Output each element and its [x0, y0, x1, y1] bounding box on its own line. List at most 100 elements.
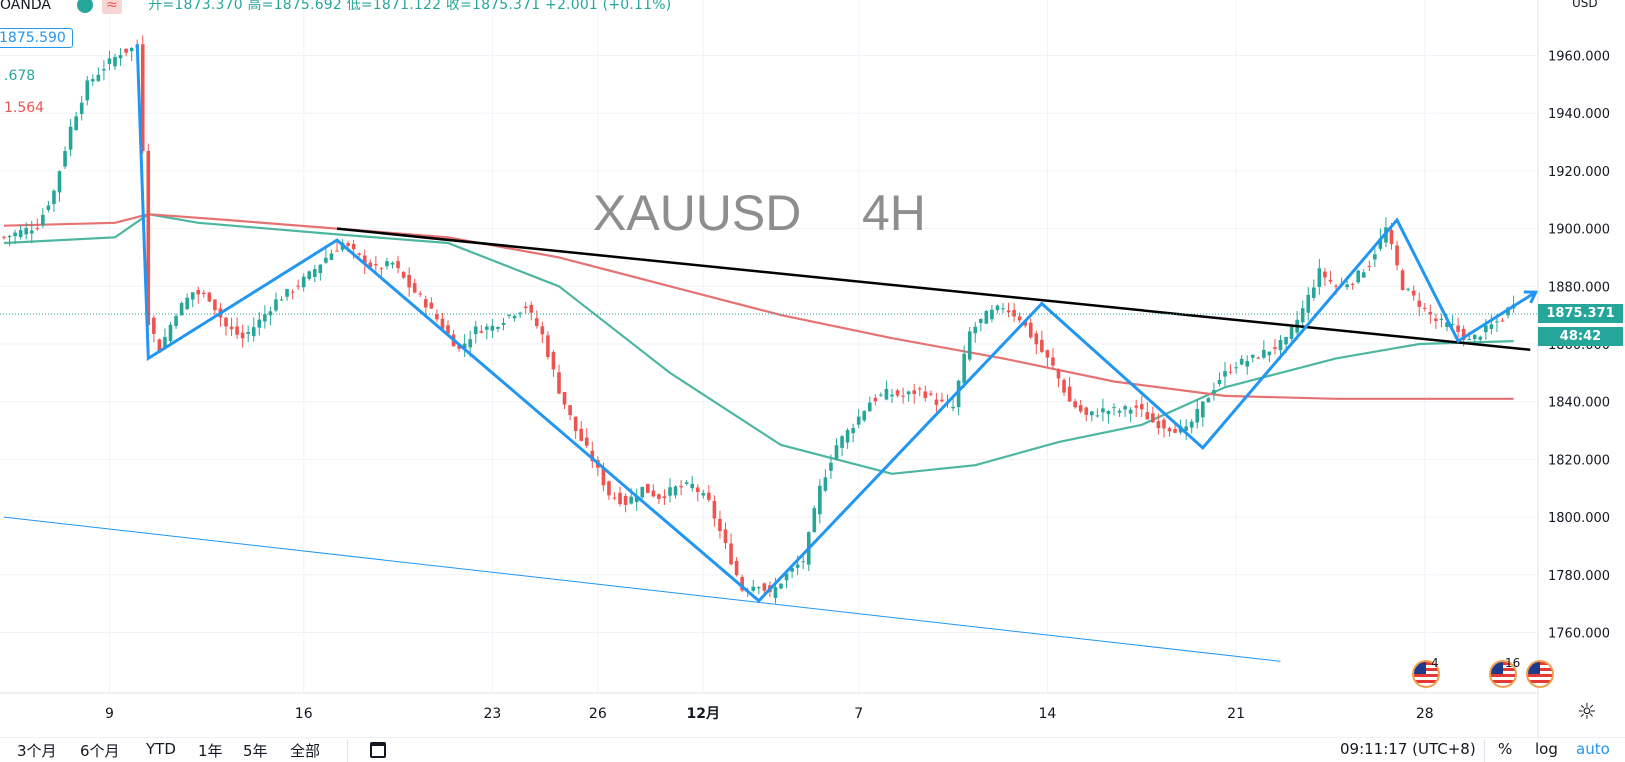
candle-body [818, 485, 822, 515]
candle-body [684, 482, 689, 484]
chart-settings-gear-icon[interactable]: ☼ [1577, 700, 1597, 725]
candle-body [418, 293, 423, 295]
us-flag-icon[interactable] [1489, 660, 1517, 688]
candle-body [701, 493, 706, 496]
candle-body [490, 325, 495, 331]
candle-body [1328, 279, 1333, 282]
candle-body [1434, 318, 1438, 322]
auto-scale-toggle[interactable]: auto [1576, 740, 1610, 758]
candle-body [540, 326, 545, 335]
candle-body [1411, 290, 1416, 296]
candle-body [196, 290, 201, 295]
candle-body [2, 236, 6, 238]
range-1y-button[interactable]: 1年 [198, 742, 223, 760]
time-tick-label: 9 [105, 706, 114, 722]
time-tick-label: 12月 [687, 706, 720, 722]
drawn-lines[interactable] [3, 43, 1539, 662]
candle-body [751, 586, 756, 591]
price-chart[interactable]: XAUUSD 4H 1960.000 1940.000 1920.000 1900.0… [0, 0, 1625, 738]
candle-body [546, 335, 550, 358]
candle-body [501, 322, 506, 325]
candle-body [618, 492, 622, 505]
log-scale-toggle[interactable]: log [1535, 740, 1558, 758]
candle-body [590, 450, 595, 462]
candle-body [1239, 358, 1244, 365]
candle-body [1378, 238, 1383, 249]
candle-body [1095, 415, 1100, 417]
candle-body [1250, 354, 1255, 358]
candle-body [446, 325, 450, 334]
candle-body [729, 543, 733, 565]
candle-body [1306, 294, 1311, 313]
candle-body [102, 69, 106, 71]
candle-body [229, 326, 234, 330]
candle-body [424, 299, 428, 308]
candle-body [207, 292, 212, 302]
candle-body [823, 477, 828, 491]
candle-body [906, 391, 911, 395]
clock-time[interactable]: 09:11:17 (UTC+8) [1340, 740, 1476, 758]
candle-body [579, 428, 583, 441]
candle-body [1500, 320, 1505, 322]
candle-body [723, 529, 728, 544]
candle-body [1195, 408, 1200, 423]
ohlc-values: 开=1873.370 高=1875.692 低=1871.122 收=1875.… [148, 0, 672, 13]
candle-body [640, 486, 645, 498]
resistance-trend-line [336, 227, 1531, 352]
candle-body [118, 55, 123, 59]
candle-body [13, 232, 17, 237]
candle-body [884, 388, 889, 400]
price-tick-label: 1900.000 [1548, 223, 1610, 238]
range-ytd-button[interactable]: YTD [146, 740, 176, 758]
range-all-button[interactable]: 全部 [290, 742, 321, 760]
us-flag-icon[interactable] [1526, 660, 1554, 688]
candle-body [1267, 351, 1272, 356]
candle-body [934, 399, 939, 405]
range-5y-button[interactable]: 5年 [243, 742, 268, 760]
candle-body [396, 261, 400, 269]
candle-body [1212, 390, 1216, 394]
time-axis[interactable]: 9 16 23 26 12月 7 14 21 28 [105, 706, 1434, 722]
candle-body [1262, 349, 1266, 358]
candle-body [651, 490, 656, 497]
candle-body [612, 497, 617, 499]
candle-body [518, 312, 522, 314]
candle-body [1123, 406, 1127, 410]
toolbar-separator [347, 740, 348, 762]
candle-body [440, 318, 445, 329]
candle-body [318, 264, 323, 274]
candle-body [1461, 328, 1466, 340]
candle-body [1450, 324, 1455, 326]
us-flag-icon[interactable] [1412, 660, 1440, 688]
candle-body [479, 331, 484, 333]
candle-body [140, 44, 145, 152]
candle-body [551, 351, 556, 370]
indicator-wave-icon[interactable]: ≈ [101, 0, 122, 14]
candle-body [790, 568, 794, 572]
candle-body [1495, 321, 1499, 323]
candle-body [1373, 254, 1377, 260]
candle-body [1134, 405, 1138, 408]
candle-body [851, 428, 855, 434]
date-range-calendar-icon[interactable] [370, 742, 386, 758]
candle-body [956, 380, 961, 408]
candle-body [923, 391, 928, 399]
candle-body [1056, 369, 1061, 379]
candle-body [568, 405, 572, 416]
candle-body [24, 228, 28, 235]
candle-body [879, 394, 883, 396]
candle-body [1312, 287, 1316, 298]
candle-body [1489, 324, 1494, 329]
watermark-symbol: XAUUSD [593, 185, 801, 241]
range-3m-button[interactable]: 3个月 [17, 742, 57, 760]
candle-body [235, 326, 239, 335]
candle-body [1456, 325, 1460, 332]
candle-body [1073, 401, 1077, 408]
percent-scale-toggle[interactable]: % [1498, 740, 1513, 758]
candle-body [973, 326, 978, 334]
candle-body [1017, 316, 1022, 321]
candle-body [912, 390, 916, 395]
candle-body [1034, 333, 1039, 345]
candle-body [157, 339, 162, 353]
range-6m-button[interactable]: 6个月 [80, 742, 120, 760]
